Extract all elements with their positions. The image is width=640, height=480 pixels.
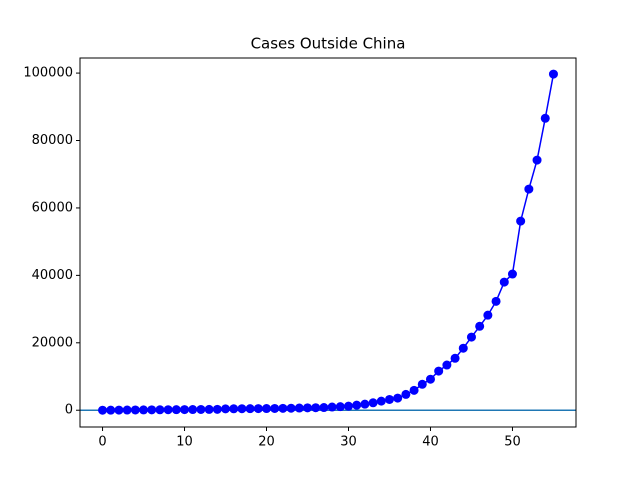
marker — [262, 404, 272, 414]
y-tick-label: 40000 — [32, 268, 73, 283]
y-tick-label: 80000 — [32, 133, 73, 148]
marker — [384, 394, 394, 404]
marker — [114, 405, 124, 415]
marker — [180, 405, 190, 415]
x-tick-label: 50 — [504, 435, 521, 450]
marker — [434, 366, 444, 376]
marker — [368, 398, 378, 408]
marker — [524, 184, 534, 194]
marker — [237, 404, 247, 414]
marker — [98, 405, 108, 415]
marker — [450, 353, 460, 363]
marker — [245, 404, 255, 414]
marker — [253, 404, 263, 414]
marker — [499, 277, 509, 287]
y-tick-label: 0 — [65, 403, 73, 418]
marker — [163, 405, 173, 415]
marker — [475, 321, 485, 331]
marker — [294, 403, 304, 413]
marker — [376, 396, 386, 406]
marker — [548, 69, 558, 79]
marker — [155, 405, 165, 415]
marker — [483, 310, 493, 320]
marker — [139, 405, 149, 415]
marker — [212, 404, 222, 414]
marker — [221, 404, 231, 414]
marker — [491, 296, 501, 306]
chart-title: Cases Outside China — [251, 35, 406, 53]
marker — [122, 405, 132, 415]
marker — [458, 343, 468, 353]
marker — [360, 399, 370, 409]
x-tick-label: 20 — [258, 435, 275, 450]
x-tick-label: 10 — [176, 435, 193, 450]
marker — [442, 360, 452, 370]
marker — [327, 402, 337, 412]
marker — [343, 401, 353, 411]
y-tick-label: 100000 — [23, 66, 73, 81]
marker — [393, 393, 403, 403]
marker — [425, 374, 435, 384]
x-tick-label: 0 — [98, 435, 106, 450]
marker — [466, 332, 476, 342]
marker — [335, 402, 345, 412]
marker — [204, 404, 214, 414]
marker — [417, 379, 427, 389]
marker — [532, 155, 542, 165]
marker — [401, 389, 411, 399]
axes-frame — [79, 57, 577, 428]
marker — [311, 403, 321, 413]
marker — [147, 405, 157, 415]
marker — [352, 400, 362, 410]
y-tick-label: 20000 — [32, 335, 73, 350]
marker — [507, 269, 517, 279]
marker — [229, 404, 239, 414]
marker — [286, 403, 296, 413]
marker — [278, 403, 288, 413]
marker — [540, 113, 550, 123]
marker — [106, 405, 116, 415]
marker — [270, 403, 280, 413]
marker — [516, 216, 526, 226]
marker — [171, 405, 181, 415]
marker — [196, 404, 206, 414]
marker — [188, 405, 198, 415]
x-tick-label: 40 — [422, 435, 439, 450]
marker — [319, 403, 329, 413]
marker — [130, 405, 140, 415]
marker — [303, 403, 313, 413]
x-tick-label: 30 — [340, 435, 357, 450]
marker — [409, 385, 419, 395]
y-tick-label: 60000 — [32, 200, 73, 215]
